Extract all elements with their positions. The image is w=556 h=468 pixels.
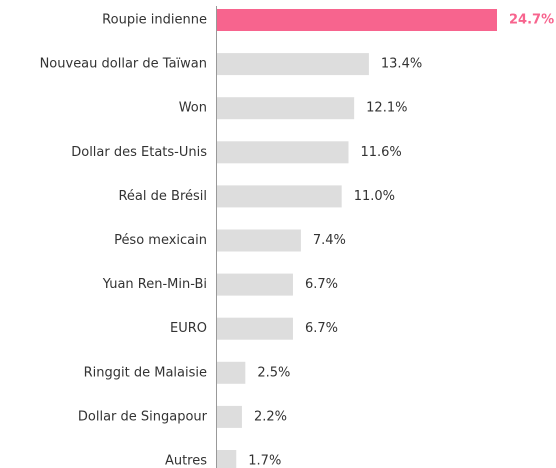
bar	[217, 317, 293, 340]
bar	[217, 405, 242, 428]
bar	[217, 141, 349, 164]
bar	[217, 53, 369, 76]
y-tick-label: EURO	[170, 321, 207, 336]
value-label: 6.7%	[305, 277, 338, 292]
value-label: 1.7%	[248, 454, 281, 468]
value-label: 11.6%	[360, 145, 401, 160]
value-label: 11.0%	[354, 189, 395, 204]
y-tick-label: Autres	[165, 454, 207, 468]
bar	[217, 185, 342, 208]
bar	[217, 97, 355, 120]
y-tick-label: Nouveau dollar de Taïwan	[40, 57, 207, 72]
y-tick-label: Dollar des Etats-Unis	[71, 145, 207, 160]
value-label: 13.4%	[381, 57, 422, 72]
value-label: 24.7%	[509, 13, 554, 28]
value-label: 7.4%	[313, 233, 346, 248]
value-label: 2.5%	[257, 365, 290, 380]
y-tick-label: Ringgit de Malaisie	[84, 365, 207, 380]
bar	[217, 450, 237, 468]
y-tick-label: Réal de Brésil	[118, 189, 207, 204]
bar	[217, 229, 301, 252]
bar	[217, 9, 497, 31]
value-label: 2.2%	[254, 409, 287, 424]
y-tick-label: Yuan Ren-Min-Bi	[102, 277, 207, 292]
y-tick-label: Roupie indienne	[102, 13, 207, 28]
value-label: 6.7%	[305, 321, 338, 336]
value-label: 12.1%	[366, 101, 407, 116]
bar	[217, 361, 246, 384]
y-tick-label: Dollar de Singapour	[78, 409, 208, 424]
y-tick-label: Won	[179, 101, 207, 116]
y-tick-label: Péso mexicain	[114, 233, 207, 248]
bar	[217, 273, 293, 296]
